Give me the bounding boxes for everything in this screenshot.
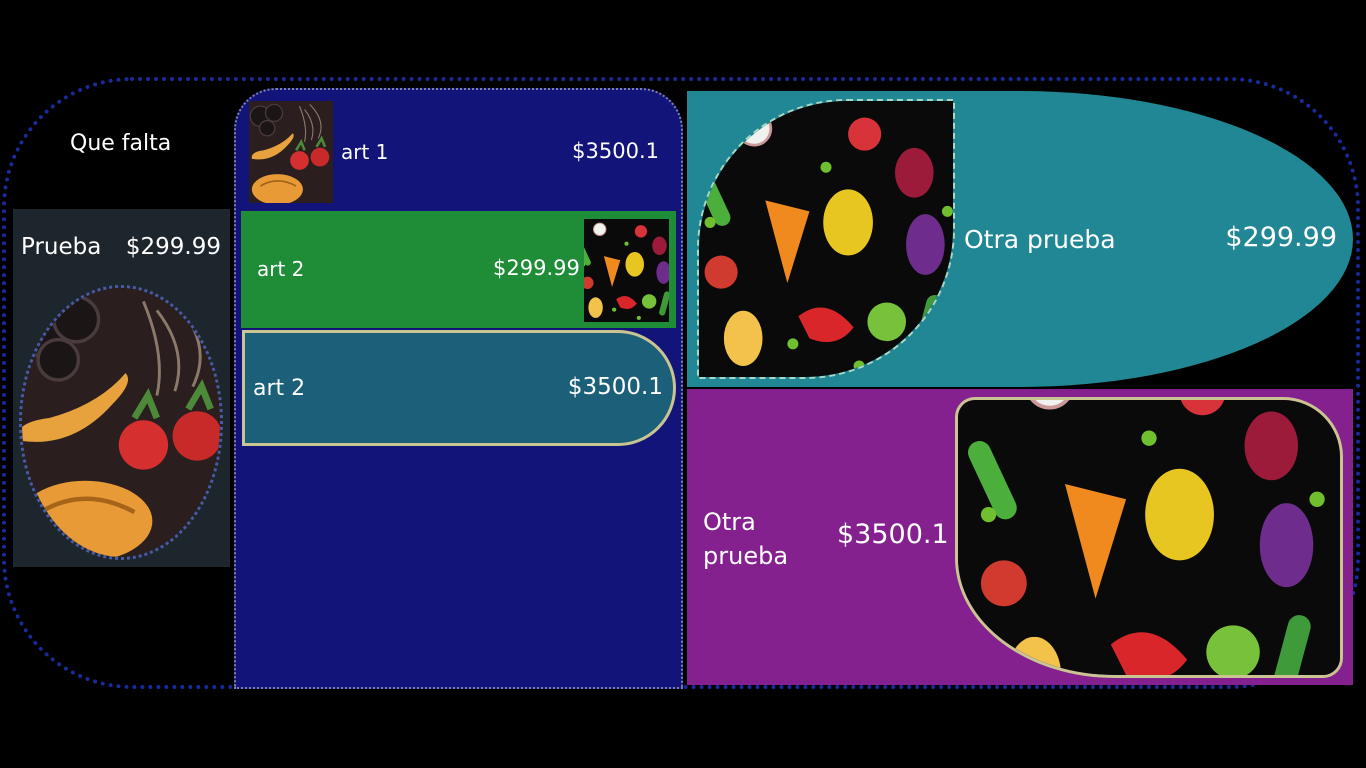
product-price: $3500.1	[837, 519, 949, 550]
list-item-art-2-alt[interactable]: art 2 $3500.1	[242, 330, 676, 446]
product-card-otra-prueba[interactable]: Otra prueba $299.99	[687, 91, 1353, 387]
list-item-price: $299.99	[493, 256, 580, 280]
product-card-otra-prueba-2[interactable]: Otra prueba $3500.1	[687, 389, 1353, 685]
list-item-label: art 2	[253, 376, 306, 401]
product-image-vegetables	[19, 285, 223, 560]
product-thumbnail	[584, 219, 669, 322]
list-item-label: art 2	[257, 257, 305, 281]
product-label: Prueba	[21, 234, 102, 260]
list-item-price: $3500.1	[572, 139, 659, 163]
product-price: $299.99	[1225, 222, 1337, 253]
product-label: Otra prueba	[703, 508, 789, 570]
page-title: Que falta	[70, 131, 172, 156]
list-item-art-1[interactable]: art 1 $3500.1	[249, 101, 675, 203]
product-price: $299.99	[125, 234, 221, 260]
product-thumbnail	[249, 101, 333, 203]
product-card-prueba[interactable]: Prueba $299.99	[13, 209, 230, 567]
list-item-price: $3500.1	[567, 374, 663, 400]
list-item-art-2[interactable]: art 2 $299.99	[241, 211, 676, 328]
product-image-vegetables	[955, 397, 1343, 678]
product-label: Otra prueba	[964, 225, 1116, 254]
list-item-label: art 1	[341, 140, 389, 164]
product-image-vegetables	[697, 99, 955, 379]
